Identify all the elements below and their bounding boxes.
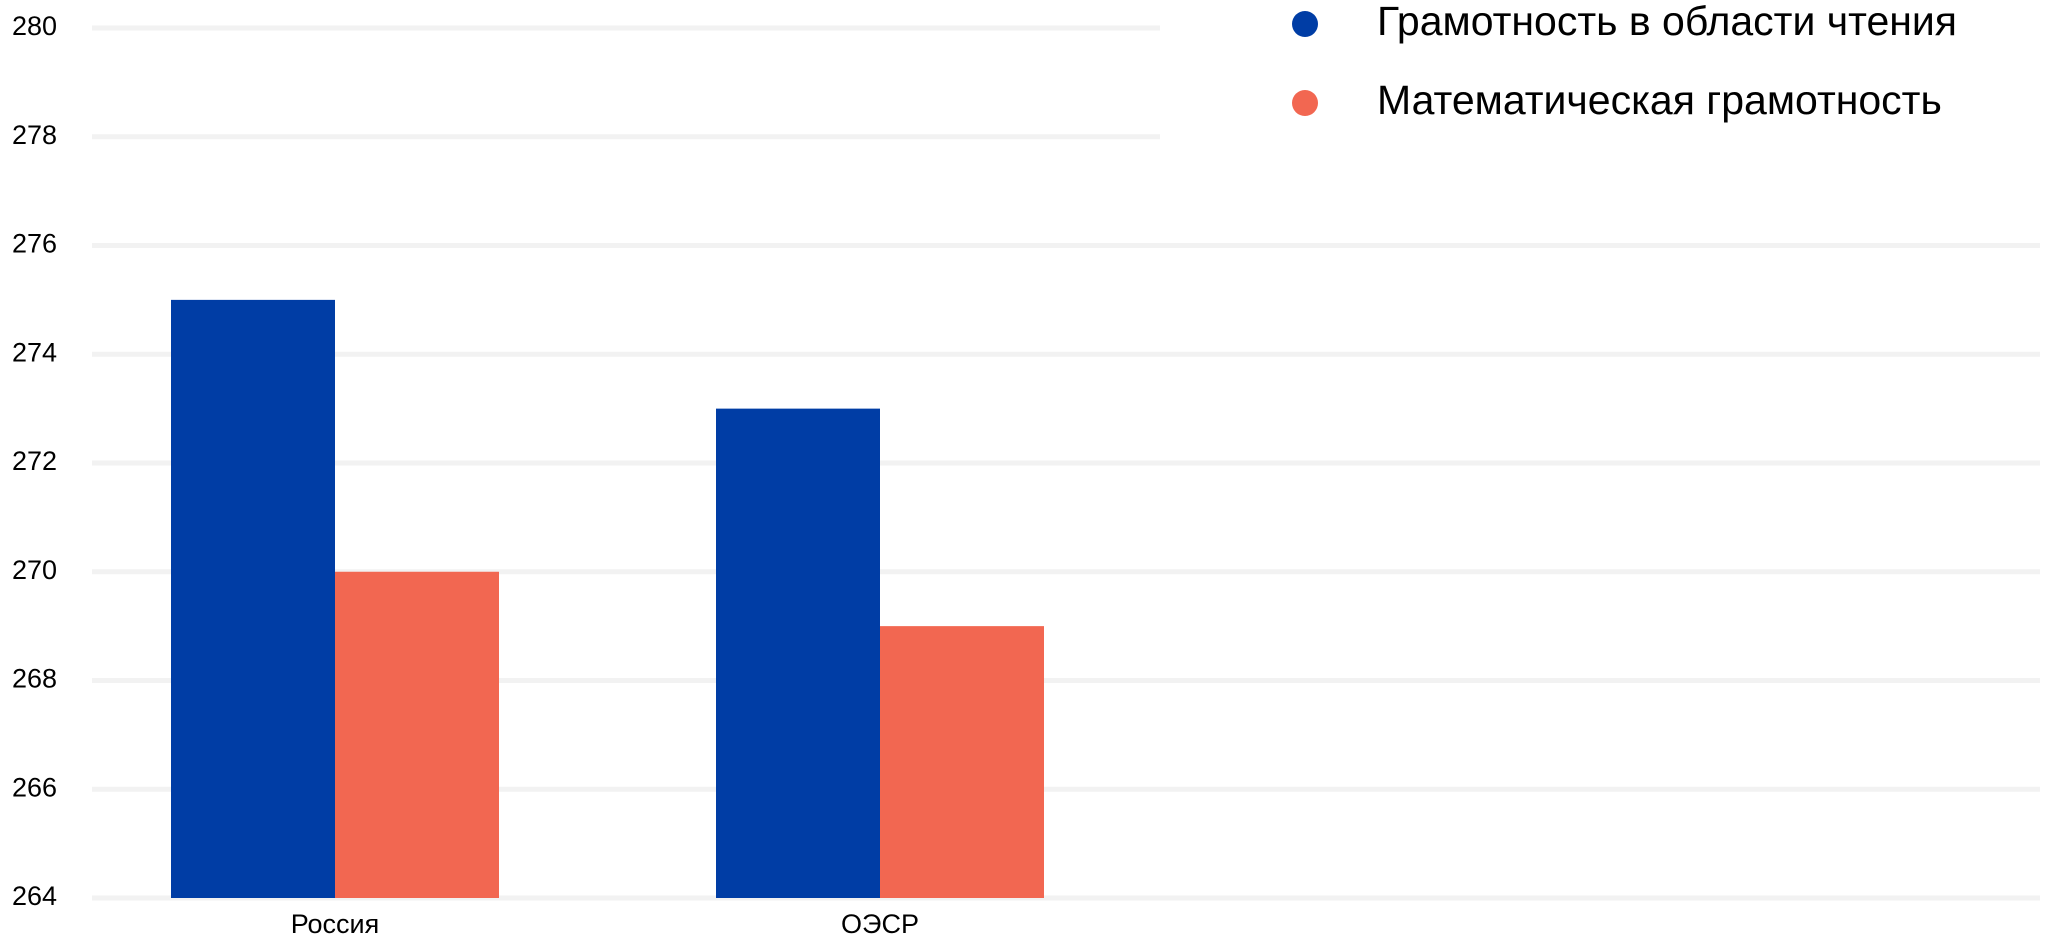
bar-reading-1 xyxy=(716,408,880,898)
y-axis-ticks: 264 266 268 270 272 274 276 278 280 xyxy=(12,11,57,911)
y-tick-label: 266 xyxy=(12,772,57,802)
legend: Грамотность в области чтения Математическ… xyxy=(1292,0,1957,123)
bar-math-0 xyxy=(335,571,499,898)
legend-label: Грамотность в области чтения xyxy=(1377,0,1957,44)
y-tick-label: 270 xyxy=(12,555,57,585)
legend-label: Математическая грамотность xyxy=(1377,77,1942,123)
legend-marker-icon xyxy=(1292,11,1318,37)
y-tick-label: 268 xyxy=(12,664,57,694)
bar-math-1 xyxy=(880,626,1044,898)
y-tick-label: 278 xyxy=(12,120,57,150)
bar-reading-0 xyxy=(171,299,335,898)
y-tick-label: 274 xyxy=(12,337,57,367)
x-axis-labels: Россия ОЭСР xyxy=(291,909,919,939)
x-category-label: Россия xyxy=(291,909,380,939)
y-tick-label: 264 xyxy=(12,881,57,911)
x-category-label: ОЭСР xyxy=(841,909,919,939)
y-tick-label: 276 xyxy=(12,229,57,259)
legend-marker-icon xyxy=(1292,90,1318,116)
bars xyxy=(171,299,1044,898)
y-tick-label: 272 xyxy=(12,446,57,476)
y-tick-label: 280 xyxy=(12,11,57,41)
